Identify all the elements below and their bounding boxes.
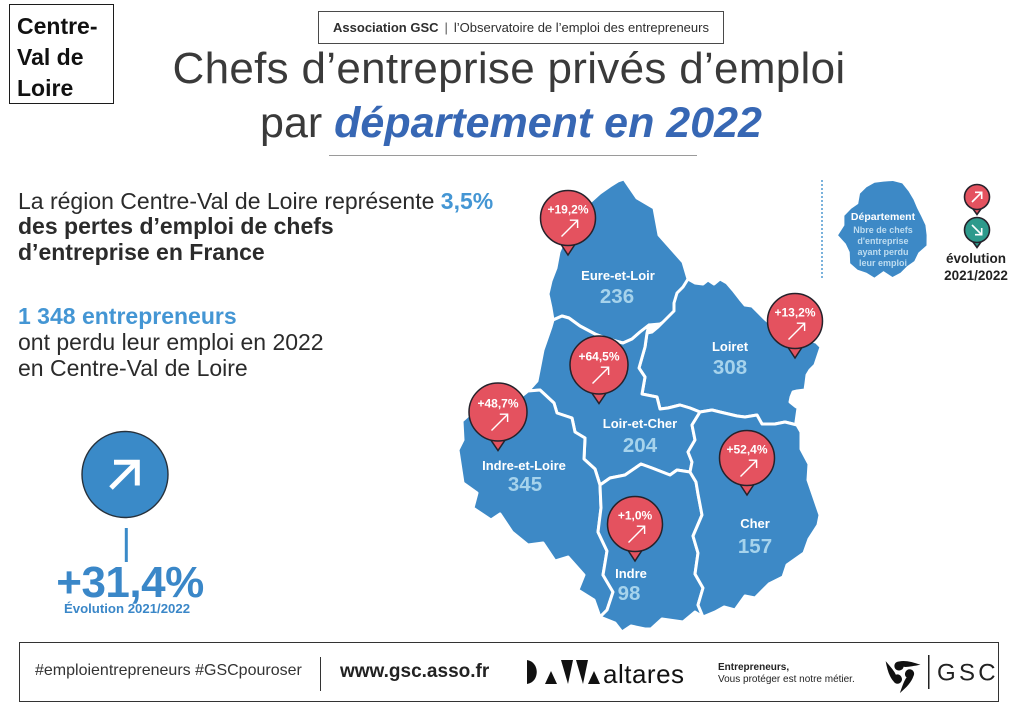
svg-text:Indre: Indre [615,566,647,581]
svg-text:Loir-et-Cher: Loir-et-Cher [603,416,677,431]
svg-text:2021/2022: 2021/2022 [944,268,1008,283]
svg-text:Loiret: Loiret [712,339,749,354]
svg-text:Indre-et-Loire: Indre-et-Loire [482,458,566,473]
svg-text:+48,7%: +48,7% [477,397,518,411]
svg-text:308: 308 [713,356,747,379]
svg-text:+13,2%: +13,2% [774,306,815,320]
svg-text:Eure-et-Loir: Eure-et-Loir [581,268,655,283]
svg-text:ayant perdu: ayant perdu [857,247,908,257]
svg-text:157: 157 [738,535,772,558]
svg-text:+19,2%: +19,2% [547,203,588,217]
svg-text:+1,0%: +1,0% [618,509,653,523]
svg-text:+52,4%: +52,4% [726,443,767,457]
svg-text:évolution: évolution [946,251,1006,266]
svg-text:98: 98 [618,582,641,605]
svg-text:leur emploi: leur emploi [859,258,907,268]
svg-text:Cher: Cher [740,516,770,531]
svg-text:Département: Département [851,211,916,223]
svg-text:345: 345 [508,473,542,496]
svg-text:Nbre de chefs: Nbre de chefs [853,225,913,235]
svg-text:236: 236 [600,285,634,308]
svg-text:204: 204 [623,434,658,457]
svg-text:GSC: GSC [937,660,995,687]
svg-text:altares: altares [603,659,685,687]
svg-text:d'entreprise: d'entreprise [857,236,908,246]
svg-text:+64,5%: +64,5% [578,350,619,364]
